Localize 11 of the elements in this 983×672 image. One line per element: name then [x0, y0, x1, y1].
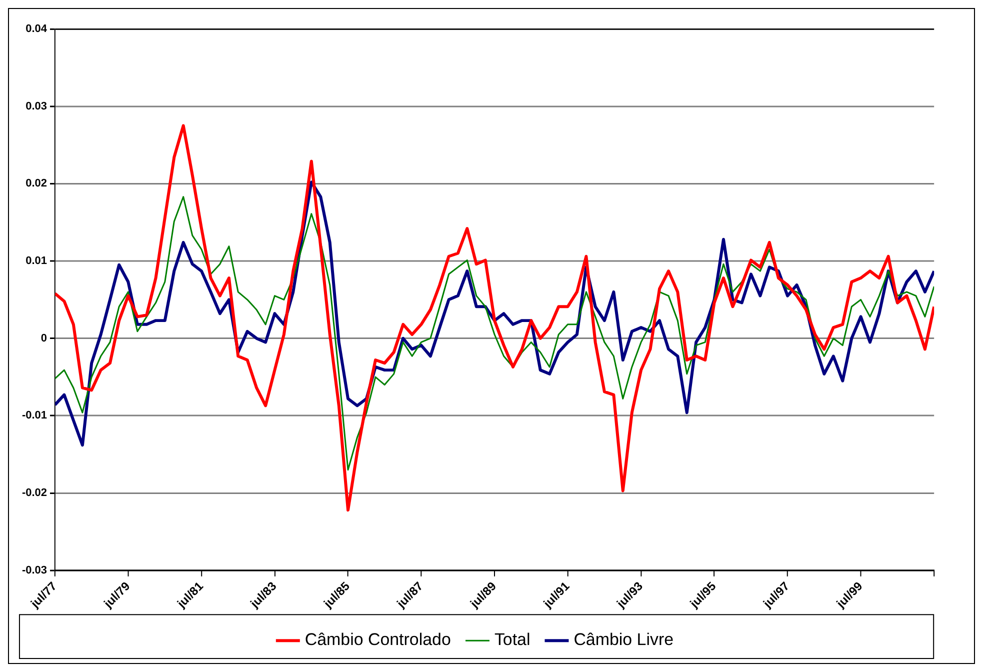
y-tick-label: -0.02 [22, 487, 47, 500]
y-tick-label: 0.01 [26, 255, 47, 268]
y-tick-label: 0.04 [26, 22, 48, 35]
legend-label: Câmbio Controlado [304, 630, 451, 650]
y-tick-label: 0 [40, 332, 47, 344]
legend-label: Total [494, 630, 530, 650]
y-tick-label: -0.01 [22, 410, 47, 422]
legend-label: Câmbio Livre [574, 630, 674, 650]
y-tick-label: 0.02 [26, 178, 47, 190]
y-tick-label: 0.03 [26, 100, 47, 112]
y-tick-label: -0.03 [22, 564, 47, 576]
